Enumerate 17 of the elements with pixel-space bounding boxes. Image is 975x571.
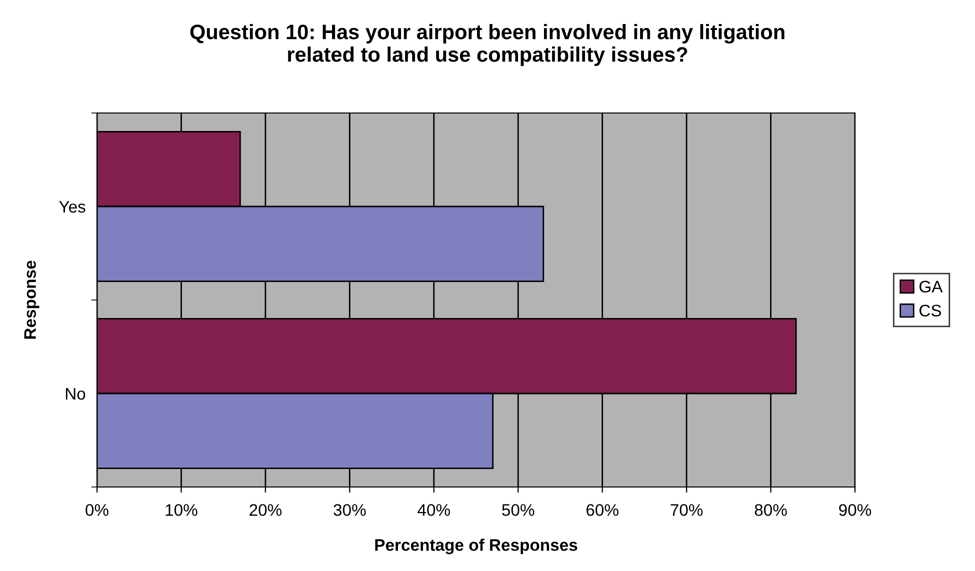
legend-label: GA	[919, 280, 943, 293]
y-tick-label: No	[66, 388, 86, 400]
x-tick-label: 80%	[754, 504, 787, 516]
x-tick-label: 70%	[670, 504, 703, 516]
y-tick-label: Yes	[59, 201, 86, 213]
x-tick-label: 40%	[418, 504, 450, 516]
x-tick-label: 0%	[86, 504, 108, 516]
x-tick-label: 10%	[166, 504, 198, 516]
chart-title: Question 10: Has your airport been involved in any litigation related to land use compatibility issues?	[190, 24, 784, 66]
x-tick-label: 50%	[502, 504, 534, 516]
x-tick-label: 60%	[586, 504, 618, 516]
x-axis-title: Percentage of Responses	[375, 538, 578, 554]
x-tick-label: 30%	[334, 504, 366, 516]
legend-label: CS	[920, 304, 942, 316]
y-axis-title: Response	[24, 260, 40, 339]
x-tick-label: 20%	[250, 504, 282, 516]
x-tick-label: 90%	[839, 504, 872, 516]
